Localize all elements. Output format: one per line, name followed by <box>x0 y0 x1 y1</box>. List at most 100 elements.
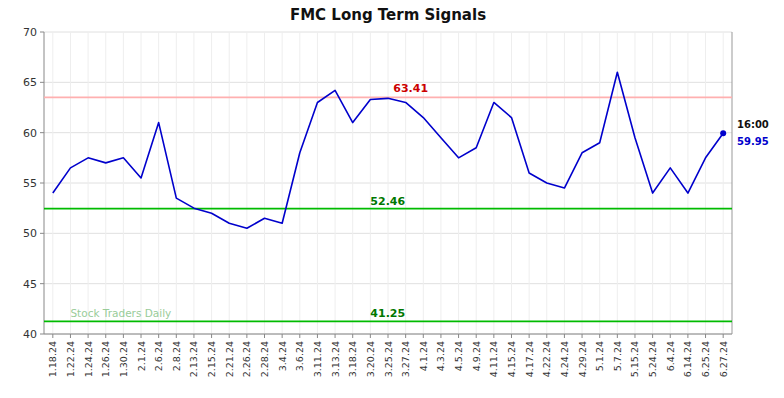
x-tick-label: 2.15.24 <box>206 341 217 377</box>
x-tick <box>88 334 89 338</box>
end-label-price: 59.95 <box>737 136 769 147</box>
grid-line-x <box>158 32 159 334</box>
x-tick <box>335 334 336 338</box>
x-tick-label: 2.13.24 <box>188 341 199 377</box>
x-tick <box>229 334 230 338</box>
grid-line-x <box>529 32 530 334</box>
x-tick-label: 4.5.24 <box>453 341 464 371</box>
x-tick <box>370 334 371 338</box>
y-tick-label: 55 <box>23 177 37 190</box>
grid-line-x <box>440 32 441 334</box>
grid-line-x <box>193 32 194 334</box>
grid <box>44 32 732 334</box>
y-tick-label: 60 <box>23 127 37 140</box>
grid-line-x <box>599 32 600 334</box>
x-tick <box>582 334 583 338</box>
grid-line-x <box>282 32 283 334</box>
x-tick-label: 3.4.24 <box>277 341 288 371</box>
grid-line-x <box>617 32 618 334</box>
x-tick <box>423 334 424 338</box>
x-tick-label: 6.14.24 <box>682 341 693 377</box>
x-tick-label: 4.11.24 <box>488 341 499 377</box>
x-tick-label: 6.25.24 <box>700 341 711 377</box>
x-tick <box>705 334 706 338</box>
x-tick-label: 4.9.24 <box>471 341 482 371</box>
x-tick-label: 1.18.24 <box>47 341 58 377</box>
watermark: Stock Traders Daily <box>70 307 171 319</box>
y-tick-label: 45 <box>23 278 37 291</box>
grid-line-x <box>511 32 512 334</box>
x-tick <box>246 334 247 338</box>
x-tick <box>476 334 477 338</box>
grid-line-x <box>264 32 265 334</box>
y-tick <box>40 233 44 234</box>
x-tick-label: 3.25.24 <box>383 341 394 377</box>
grid-line-x <box>458 32 459 334</box>
annotation: 63.41 <box>393 82 428 95</box>
x-tick <box>458 334 459 338</box>
x-tick <box>282 334 283 338</box>
x-tick-label: 3.6.24 <box>294 341 305 371</box>
x-tick <box>158 334 159 338</box>
y-tick <box>40 32 44 33</box>
x-tick-label: 1.26.24 <box>100 341 111 377</box>
y-tick <box>40 82 44 83</box>
x-tick-label: 3.18.24 <box>347 341 358 377</box>
x-tick <box>123 334 124 338</box>
price-line <box>53 72 723 228</box>
grid-line-x <box>246 32 247 334</box>
y-tick-label: 50 <box>23 227 37 240</box>
x-tick-label: 2.1.24 <box>136 341 147 371</box>
x-tick-label: 2.28.24 <box>259 341 270 377</box>
x-tick-label: 3.20.24 <box>365 341 376 377</box>
x-tick-label: 1.22.24 <box>65 341 76 377</box>
x-tick-label: 5.7.24 <box>612 341 623 371</box>
x-tick <box>388 334 389 338</box>
x-tick <box>511 334 512 338</box>
x-tick <box>652 334 653 338</box>
x-tick <box>440 334 441 338</box>
grid-line-x <box>105 32 106 334</box>
title: FMC Long Term Signals <box>290 6 486 24</box>
reference-line <box>44 208 732 210</box>
grid-line-x <box>352 32 353 334</box>
x-tick-label: 2.6.24 <box>153 341 164 371</box>
x-tick-label: 4.3.24 <box>435 341 446 371</box>
grid-line-x <box>52 32 53 334</box>
labels: 52.4641.2563.41Stock Traders Daily16:005… <box>70 82 768 320</box>
grid-line-x <box>88 32 89 334</box>
grid-line-x <box>723 32 724 334</box>
y-tick <box>40 283 44 284</box>
x-tick <box>617 334 618 338</box>
grid-line-x <box>423 32 424 334</box>
y-tick <box>40 132 44 133</box>
x-tick <box>264 334 265 338</box>
x-tick <box>352 334 353 338</box>
grid-line-x <box>70 32 71 334</box>
grid-line-x <box>176 32 177 334</box>
reference-line <box>44 321 732 323</box>
y-tick <box>40 183 44 184</box>
x-tick-label: 3.27.24 <box>400 341 411 377</box>
x-tick <box>176 334 177 338</box>
grid-line-x <box>370 32 371 334</box>
x-tick <box>634 334 635 338</box>
x-tick-label: 3.13.24 <box>330 341 341 377</box>
grid-line-x <box>687 32 688 334</box>
last-point <box>720 130 726 136</box>
grid-line-x <box>335 32 336 334</box>
grid-line-x <box>299 32 300 334</box>
grid-line-x <box>388 32 389 334</box>
grid-line-x <box>141 32 142 334</box>
x-tick <box>599 334 600 338</box>
x-tick <box>546 334 547 338</box>
x-tick <box>723 334 724 338</box>
x-tick-label: 6.4.24 <box>665 341 676 371</box>
x-tick-label: 4.1.24 <box>418 341 429 371</box>
y-tick-label: 70 <box>23 26 37 39</box>
x-tick <box>493 334 494 338</box>
grid-line-x <box>493 32 494 334</box>
grid-line-x <box>564 32 565 334</box>
right-border <box>732 32 733 334</box>
x-tick-label: 2.8.24 <box>171 341 182 371</box>
